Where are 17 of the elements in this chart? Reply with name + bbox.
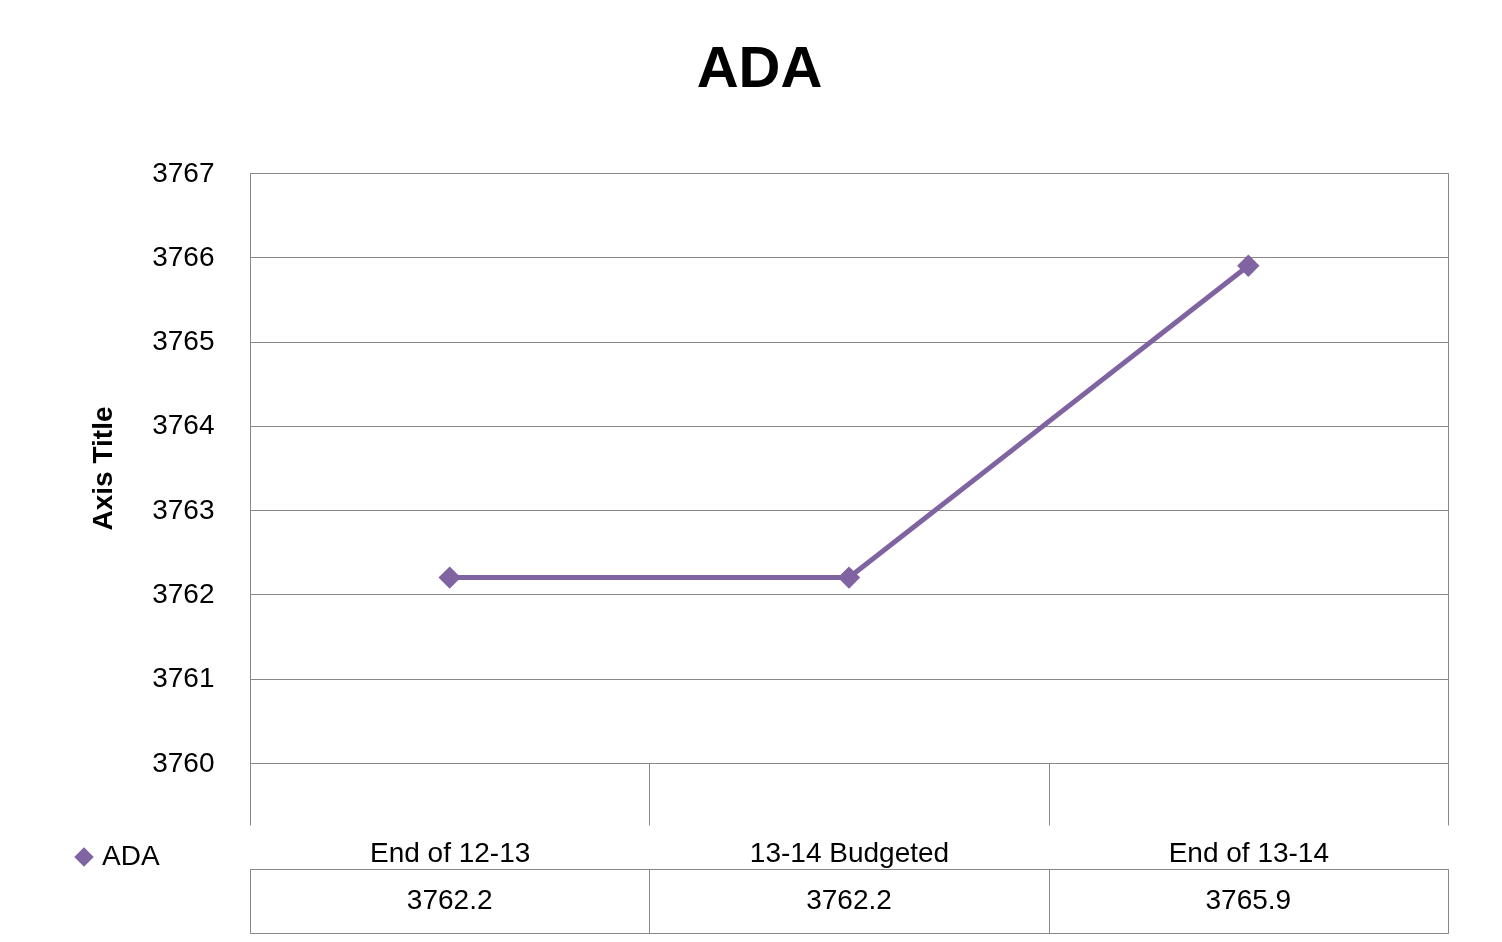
data-label: 3765.9 <box>1205 884 1292 915</box>
y-tick-label: 3761 <box>152 662 215 694</box>
y-tick-label: 3760 <box>152 746 215 778</box>
x-tick-label: End of 13-14 <box>1168 836 1330 868</box>
y-tick-label: 3765 <box>152 325 215 357</box>
data-label: 3762.2 <box>806 884 892 915</box>
y-axis-title: Axis Title <box>87 406 119 531</box>
legend-label: ADA <box>102 840 160 871</box>
y-tick-label: 3762 <box>152 577 215 609</box>
x-tick-label: End of 12-13 <box>369 836 531 868</box>
x-tick-label: 13-14 Budgeted <box>749 836 950 868</box>
y-tick-label: 3767 <box>152 156 215 188</box>
y-tick-label: 3764 <box>152 409 215 441</box>
y-tick-label: 3766 <box>152 240 215 272</box>
chart-title: ADA <box>696 33 823 99</box>
y-tick-label: 3763 <box>152 493 215 525</box>
data-label: 3762.2 <box>406 884 493 915</box>
